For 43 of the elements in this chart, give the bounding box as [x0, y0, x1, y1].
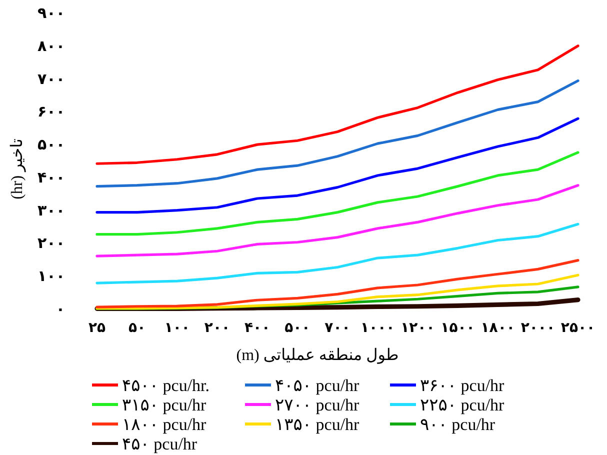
x-tick-label: ۱۰۰۰: [360, 321, 395, 336]
line-series: [96, 274, 580, 310]
line-series: [96, 79, 580, 188]
x-tick-label: ۲۰۰: [204, 321, 230, 336]
y-tick-label: ۸۰۰: [38, 38, 65, 55]
x-tick-label: ۱۸۰۰: [480, 321, 515, 336]
x-tick-label: ۴۰۰: [244, 321, 270, 336]
x-tick-label: ۱۰۰: [164, 321, 190, 336]
x-tick-label: ۱۲۰۰: [400, 321, 435, 336]
y-tick-label: ۱۰۰: [38, 269, 65, 286]
y-tick-label: ۵۰۰: [38, 138, 65, 154]
legend-label: ۳۱۵۰ pcu/hr: [122, 396, 207, 414]
y-tick-label: ۷۰۰: [38, 72, 65, 88]
legend-label: ۱۸۰۰ pcu/hr: [122, 415, 207, 434]
x-tick-label: ۲۵۰۰: [560, 321, 596, 336]
x-tick-label: ۲۵: [88, 321, 106, 336]
legend-label: ۱۳۵۰ pcu/hr: [275, 415, 360, 434]
legend-label: ۹۰۰ pcu/hr: [420, 415, 496, 434]
x-tick-label: ۷۰۰: [324, 321, 350, 336]
legend-label: ۴۵۰۰ pcu/hr.: [122, 376, 210, 395]
x-axis-title: طول منطقه عملیاتی (m): [236, 347, 399, 364]
y-tick-label: ۶۰۰: [38, 104, 65, 121]
line-series: [96, 222, 580, 284]
legend-label: ۲۲۵۰ pcu/hr: [420, 396, 505, 414]
line-series: [96, 44, 580, 165]
y-tick-label: ۳۰۰: [38, 203, 65, 220]
y-tick-label: ۴۰۰: [38, 170, 65, 186]
line-series: [96, 259, 580, 308]
legend-label: ۴۵۰ pcu/hr: [122, 434, 198, 454]
x-tick-label: ۵۰۰: [284, 321, 310, 336]
legend-label: ۲۷۰۰ pcu/hr: [275, 396, 360, 414]
y-tick-label: ۲۰۰: [38, 236, 65, 252]
legend-label: ۴۰۵۰ pcu/hr: [275, 376, 360, 395]
y-tick-label: ۹۰۰: [38, 6, 65, 22]
x-tick-label: ۵۰: [128, 321, 146, 336]
line-series: [96, 117, 580, 214]
legend-label: ۳۶۰۰ pcu/hr: [420, 376, 505, 395]
x-tick-label: ۱۵۰۰: [440, 321, 475, 336]
line-series: [96, 151, 580, 236]
line-series: [96, 184, 580, 258]
x-tick-label: ۲۰۰۰: [520, 321, 556, 336]
y-tick-label: ۰: [56, 302, 65, 318]
y-axis-title: تاخیر (hr): [9, 138, 26, 200]
